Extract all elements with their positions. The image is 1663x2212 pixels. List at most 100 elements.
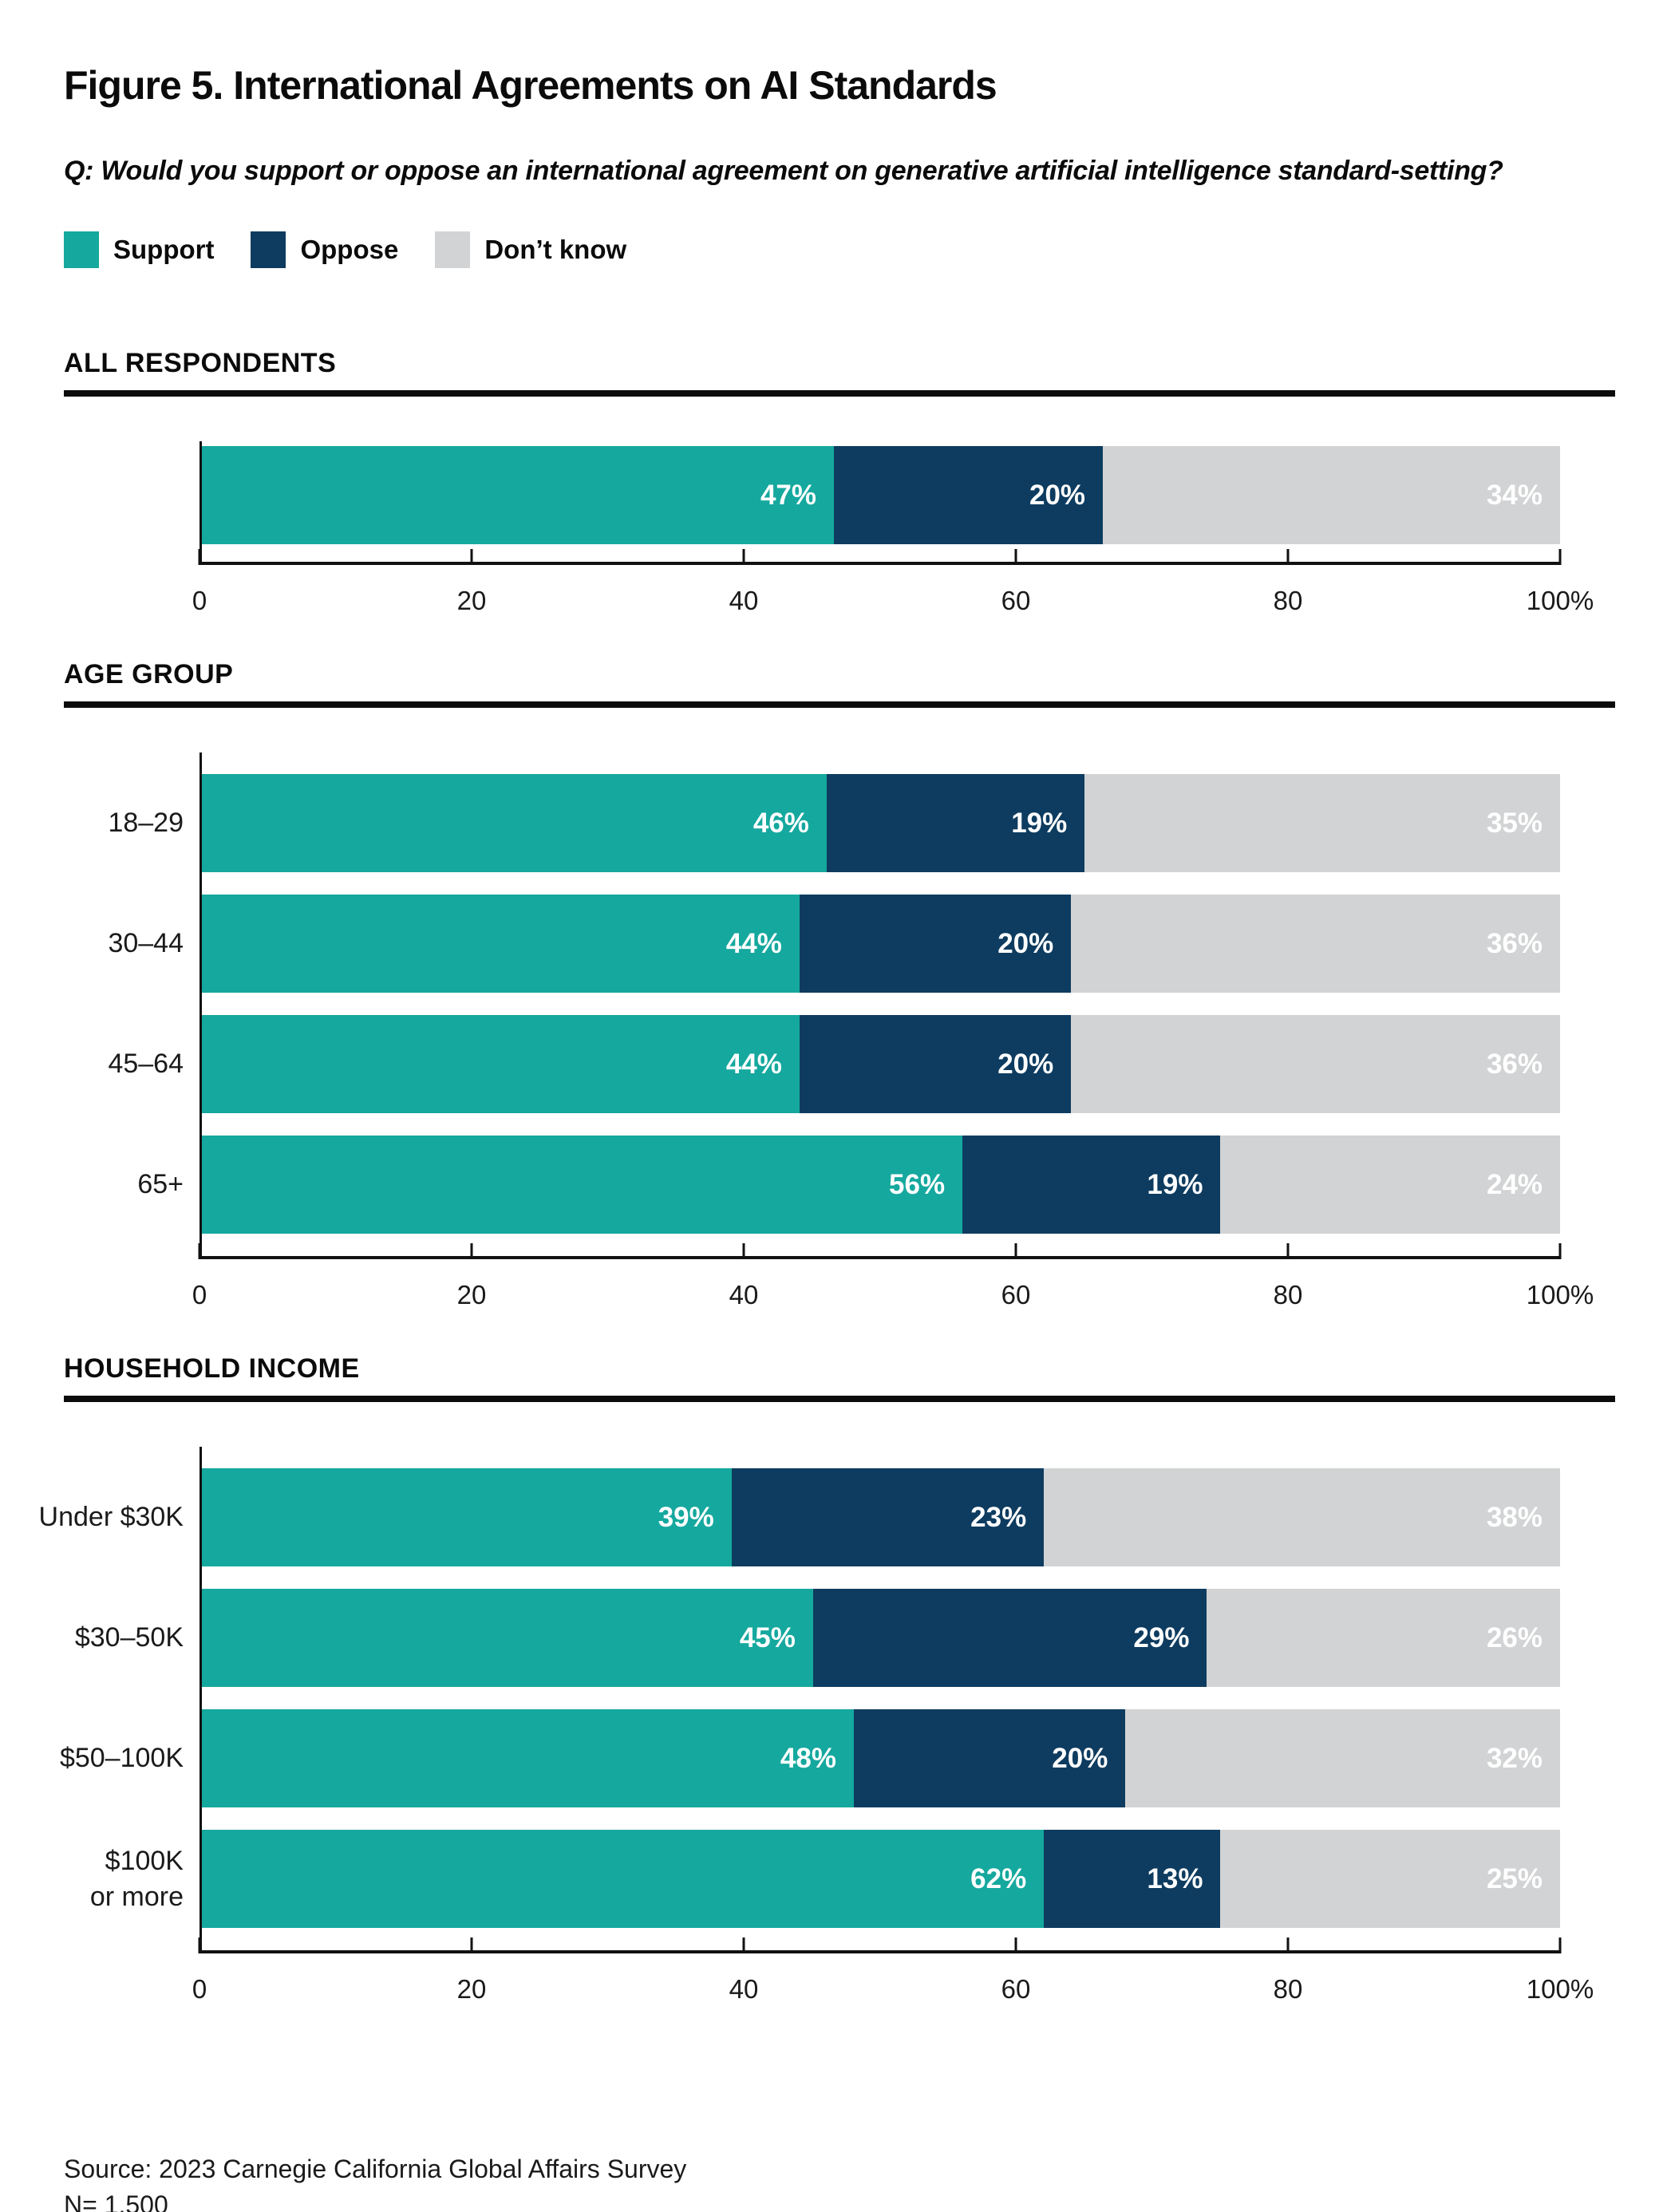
axis-tick-label: 20: [456, 1280, 487, 1309]
value-label: 44%: [725, 927, 782, 959]
bar-segment-oppose: 19%: [962, 1136, 1221, 1234]
bar-segment-don-t-know: 35%: [1084, 774, 1560, 872]
value-label: 38%: [1486, 1501, 1543, 1533]
axis-tick: [1014, 1243, 1017, 1259]
plot-column: 39% 23% 38% 45% 29% 26% 48% 20% 32% 62% 13% 25% 0 20 4…: [192, 1447, 1594, 2016]
axis-tick: [198, 549, 201, 565]
axis-tick: [198, 1243, 201, 1259]
value-label: 44%: [725, 1048, 782, 1080]
source-line: Source: 2023 Carnegie California Global …: [64, 2155, 687, 2183]
value-label: 23%: [970, 1501, 1027, 1533]
bar-segment-don-t-know: 34%: [1103, 446, 1561, 544]
plot-area: 47% 20% 34%: [199, 441, 1561, 565]
x-axis: 0 20 40 60 80 100%: [192, 1243, 1594, 1321]
category-labels: Under $30K $30–50K $50–100K $100K or more: [36, 1447, 199, 2016]
legend: Support Oppose Don’t know: [64, 231, 1615, 268]
category-labels: 18–29 30–44 45–64 65+: [36, 752, 199, 1321]
value-label: 32%: [1486, 1742, 1543, 1774]
value-label: 20%: [1052, 1742, 1108, 1774]
axis-tick: [1558, 1937, 1562, 1953]
axis-tick: [470, 549, 473, 565]
plot-area: 39% 23% 38% 45% 29% 26% 48% 20% 32% 62% 13% 25%: [199, 1447, 1560, 1953]
bar-segment-oppose: 19%: [826, 774, 1085, 872]
axis-tick: [742, 1243, 745, 1259]
bar-segment-oppose: 20%: [799, 1015, 1072, 1113]
plot-column: 46% 19% 35% 44% 20% 36% 44% 20% 36% 56% 19% 24% 0 20 4…: [192, 752, 1594, 1321]
bar-row: 44% 20% 36%: [202, 1015, 1560, 1113]
survey-question: Q: Would you support or oppose an intern…: [64, 156, 1503, 186]
value-label: 26%: [1486, 1621, 1543, 1653]
value-label: 29%: [1133, 1621, 1190, 1653]
axis-tick-label: 80: [1273, 586, 1303, 615]
bar-segment-don-t-know: 26%: [1207, 1589, 1560, 1687]
value-label: 62%: [970, 1862, 1027, 1894]
plot-area: 46% 19% 35% 44% 20% 36% 44% 20% 36% 56% 19% 24%: [199, 752, 1560, 1259]
plot-column: 47% 20% 34% 0 20 40 60 80 100%: [192, 441, 1594, 627]
axis-tick: [1558, 1243, 1562, 1259]
legend-label-oppose: Oppose: [300, 235, 399, 264]
legend-label-dont-know: Don’t know: [484, 235, 627, 264]
bar-segment-support: 44%: [202, 1015, 800, 1113]
section-header-all-respondents: ALL RESPONDENTS: [64, 348, 1615, 397]
value-label: 46%: [752, 807, 809, 839]
chart-all-respondents: 47% 20% 34% 0 20 40 60 80 100%: [36, 441, 1615, 627]
category-label: $30–50K: [74, 1622, 184, 1653]
axis-tick-label: 80: [1273, 1974, 1303, 2004]
value-label: 56%: [889, 1168, 946, 1200]
axis-tick: [742, 1937, 745, 1953]
legend-item-dont-know: Don’t know: [435, 231, 626, 268]
bar-row: 48% 20% 32%: [202, 1709, 1560, 1807]
axis-tick-label: 100%: [1526, 1974, 1594, 2004]
axis-tick-label: 0: [192, 1974, 207, 2004]
value-label: 20%: [997, 927, 1054, 959]
axis-tick: [1286, 549, 1290, 565]
x-axis: 0 20 40 60 80 100%: [192, 549, 1594, 627]
category-label: $50–100K: [59, 1743, 184, 1774]
axis-tick: [198, 1937, 201, 1953]
category-label: 18–29: [108, 808, 184, 839]
dont-know-swatch-icon: [435, 231, 471, 268]
value-label: 45%: [739, 1621, 796, 1653]
legend-item-support: Support: [64, 231, 214, 268]
value-label: 25%: [1486, 1862, 1543, 1894]
axis-tick-label: 60: [1001, 1974, 1031, 2004]
bar-segment-support: 62%: [202, 1830, 1045, 1928]
bar-segment-don-t-know: 24%: [1220, 1136, 1560, 1234]
axis-tick: [1014, 1937, 1017, 1953]
value-label: 35%: [1486, 807, 1543, 839]
bar-row: 44% 20% 36%: [202, 895, 1560, 993]
section-header-age-group: AGE GROUP: [64, 659, 1615, 708]
bar-row: 62% 13% 25%: [202, 1830, 1560, 1928]
bar-segment-support: 39%: [202, 1468, 732, 1566]
axis-tick-label: 100%: [1526, 1280, 1594, 1309]
chart-household-income: Under $30K $30–50K $50–100K $100K or more 39…: [36, 1447, 1615, 2016]
bar-row: 47% 20% 34%: [202, 446, 1561, 544]
x-axis: 0 20 40 60 80 100%: [192, 1937, 1594, 2016]
axis-tick-label: 80: [1273, 1280, 1303, 1309]
axis-tick-label: 0: [192, 586, 207, 615]
bar-row: 46% 19% 35%: [202, 774, 1560, 872]
axis-tick: [470, 1243, 473, 1259]
axis-tick: [470, 1937, 473, 1953]
bar-segment-don-t-know: 38%: [1044, 1468, 1560, 1566]
category-label: Under $30K: [38, 1502, 184, 1533]
category-label: [36, 446, 199, 544]
bar-segment-oppose: 23%: [731, 1468, 1045, 1566]
bar-segment-support: 45%: [202, 1589, 813, 1687]
section-household-income: HOUSEHOLD INCOME Under $30K $30–50K $50–10…: [36, 1353, 1615, 2016]
category-label: 30–44: [108, 928, 184, 959]
axis-tick-label: 60: [1001, 586, 1031, 615]
axis-tick-label: 20: [456, 586, 487, 615]
oppose-swatch-icon: [251, 231, 286, 268]
value-label: 36%: [1486, 927, 1543, 959]
category-label: $100K or more: [89, 1846, 184, 1912]
section-header-household-income: HOUSEHOLD INCOME: [64, 1353, 1615, 1402]
bar-segment-support: 46%: [202, 774, 827, 872]
bar-segment-oppose: 29%: [812, 1589, 1207, 1687]
value-label: 13%: [1147, 1862, 1203, 1894]
bar-segment-oppose: 20%: [799, 895, 1072, 993]
axis-tick: [1014, 549, 1017, 565]
value-label: 24%: [1486, 1168, 1543, 1200]
value-label: 34%: [1486, 479, 1543, 511]
